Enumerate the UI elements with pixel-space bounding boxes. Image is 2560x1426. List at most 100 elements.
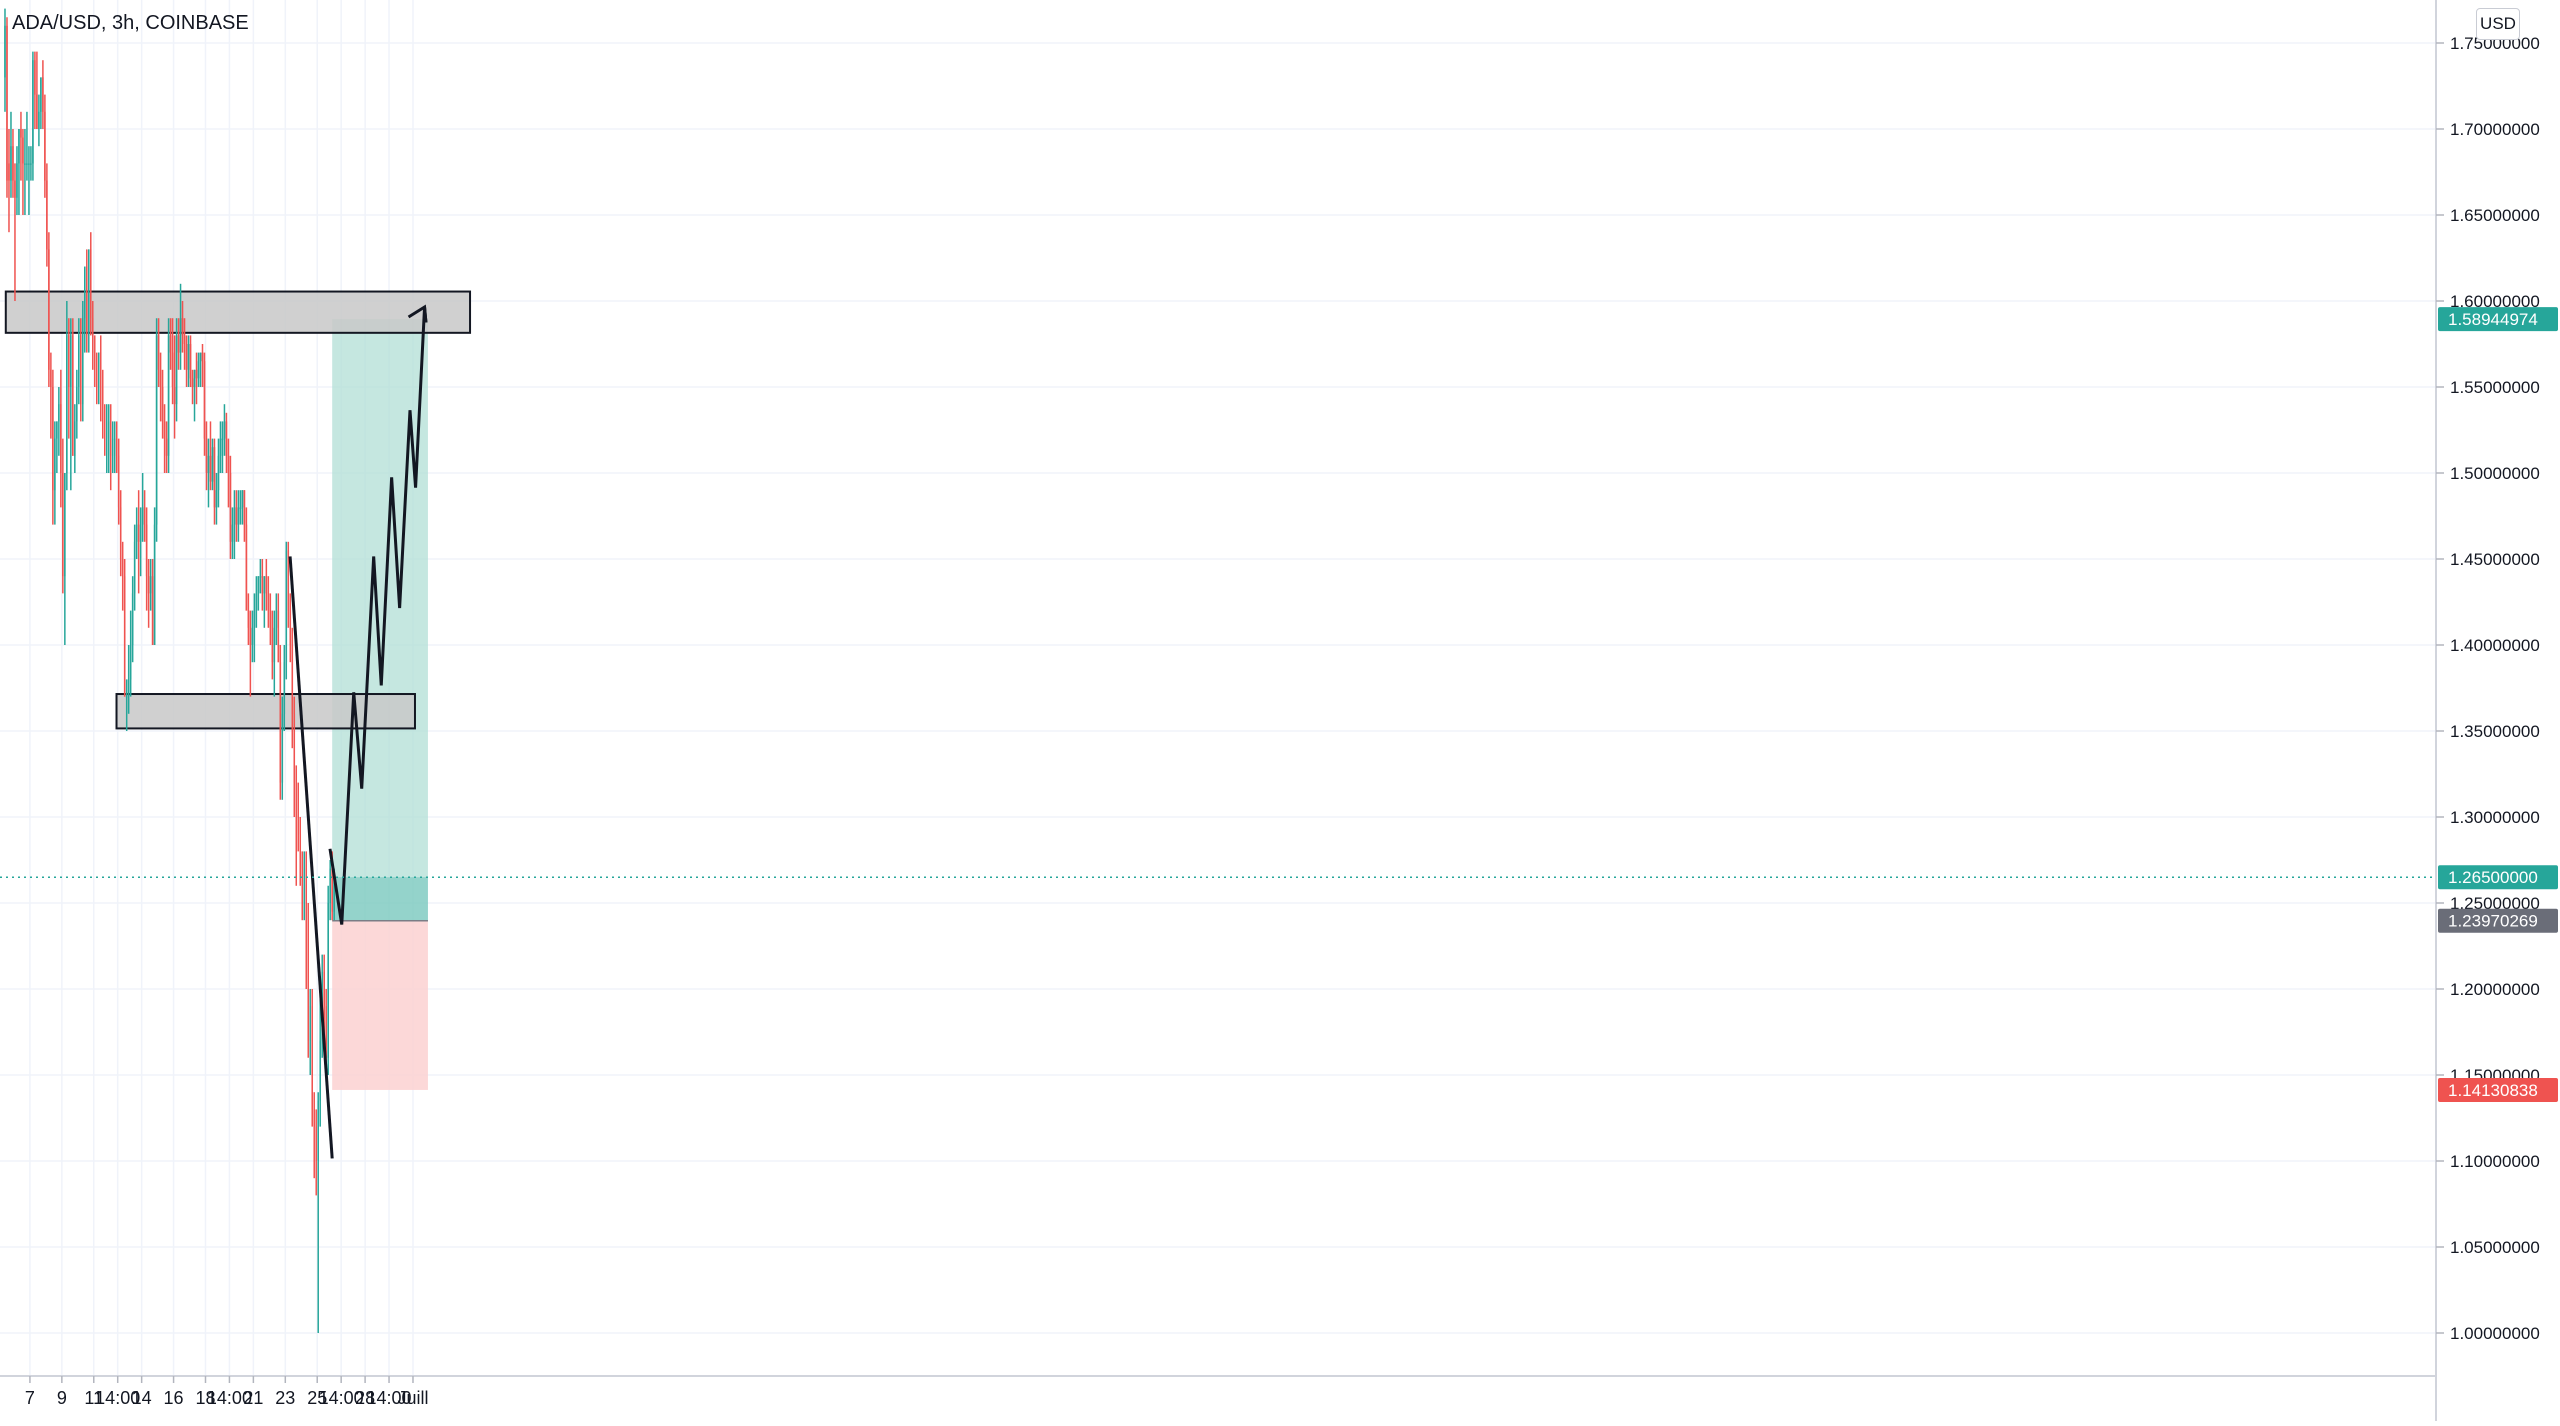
price-badges: 1.58944974 1.26500000 1.23970269 1.14130838 xyxy=(2438,307,2558,1102)
price-badge xyxy=(2438,1077,2558,1102)
candle xyxy=(40,77,42,129)
candle-body xyxy=(70,335,72,387)
candle xyxy=(72,318,74,456)
candle-body xyxy=(22,137,24,164)
candle xyxy=(287,541,290,628)
candle-body xyxy=(231,524,234,542)
candle xyxy=(145,507,148,611)
y-tick-label: 1.70000000 xyxy=(2450,120,2540,139)
candle xyxy=(26,111,28,181)
candle-body xyxy=(285,550,288,663)
candle-body xyxy=(90,249,92,319)
candle xyxy=(273,610,276,697)
candle-body xyxy=(233,507,236,525)
candle-body xyxy=(269,610,272,628)
x-tick-label: 7 xyxy=(25,1388,35,1408)
candle-body xyxy=(195,369,198,379)
x-tick-label: 11 xyxy=(84,1388,103,1408)
candle xyxy=(111,421,114,473)
y-tick-label: 1.05000000 xyxy=(2450,1238,2540,1257)
y-tick-label: 1.55000000 xyxy=(2450,378,2540,397)
candle xyxy=(84,266,86,353)
candle xyxy=(115,421,118,473)
candle-body xyxy=(217,455,220,491)
candle xyxy=(251,610,254,663)
candle-body xyxy=(56,421,58,439)
candle-body xyxy=(12,146,14,181)
candle-body xyxy=(307,920,309,1041)
candle xyxy=(257,576,260,611)
candle-body xyxy=(309,1006,311,1041)
candle-body xyxy=(30,163,32,165)
candle-body xyxy=(111,438,114,456)
candle-body xyxy=(115,438,118,456)
candle-body xyxy=(96,369,98,387)
candle xyxy=(121,541,124,611)
candle-body xyxy=(92,318,94,353)
x-tick-label: 14 xyxy=(132,1388,152,1408)
candle xyxy=(205,421,208,491)
candle-body xyxy=(82,318,84,405)
candle xyxy=(177,318,180,370)
candle xyxy=(151,559,154,645)
candle xyxy=(159,352,162,422)
candle-body xyxy=(36,94,38,129)
candle xyxy=(141,473,144,542)
candle xyxy=(123,559,126,697)
candle xyxy=(201,344,204,387)
candle xyxy=(215,473,218,525)
candle xyxy=(70,318,72,491)
candle xyxy=(241,490,244,525)
y-tick-label: 1.65000000 xyxy=(2450,206,2540,225)
candle xyxy=(217,438,220,508)
candle-body xyxy=(123,576,126,697)
candle-body xyxy=(32,60,34,164)
candle xyxy=(249,610,252,697)
candle-body xyxy=(54,438,56,491)
candle xyxy=(42,60,44,129)
candle-body xyxy=(103,421,106,439)
currency-button[interactable]: USD xyxy=(2476,8,2520,40)
candle-body xyxy=(101,387,104,422)
candle xyxy=(139,507,142,577)
candle-body xyxy=(287,550,290,611)
candle xyxy=(235,490,238,542)
candle-body xyxy=(28,163,30,165)
candle-body xyxy=(84,266,86,319)
candle-body xyxy=(207,455,210,473)
candle xyxy=(199,352,202,387)
candle-body xyxy=(97,352,100,387)
candle xyxy=(295,765,298,886)
candle xyxy=(48,232,50,387)
candle xyxy=(143,490,146,542)
candle-body xyxy=(62,473,64,577)
candle xyxy=(239,490,242,525)
candle xyxy=(183,318,186,370)
x-tick-label: 21 xyxy=(243,1388,263,1408)
candle xyxy=(127,645,130,714)
drawn-lines[interactable] xyxy=(288,304,428,1159)
candle-body xyxy=(18,129,20,164)
y-tick-label: 1.40000000 xyxy=(2450,636,2540,655)
candle xyxy=(209,421,212,491)
candle-body xyxy=(14,180,16,198)
candle xyxy=(147,559,150,628)
candle xyxy=(211,438,214,491)
candle xyxy=(46,163,48,267)
candle xyxy=(297,782,300,852)
candle xyxy=(161,369,164,439)
y-tick-label: 1.30000000 xyxy=(2450,808,2540,827)
candle xyxy=(44,94,46,198)
candle-body xyxy=(281,713,284,783)
candle-body xyxy=(325,1006,327,1058)
candle-body xyxy=(46,180,48,250)
sr-zone-2 xyxy=(115,693,416,730)
candle-body xyxy=(68,335,70,387)
candle xyxy=(171,318,174,405)
candle xyxy=(163,404,166,473)
candle xyxy=(233,490,236,559)
candle-body xyxy=(201,352,204,362)
candle-body xyxy=(173,387,176,405)
